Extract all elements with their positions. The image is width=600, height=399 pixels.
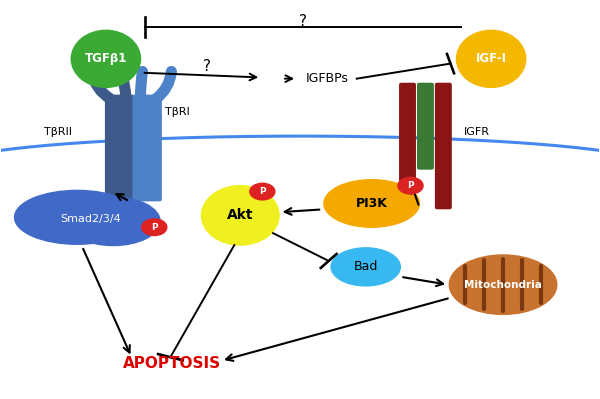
- Text: P: P: [259, 187, 266, 196]
- Circle shape: [250, 183, 275, 200]
- FancyBboxPatch shape: [119, 95, 134, 201]
- Ellipse shape: [457, 30, 526, 87]
- FancyBboxPatch shape: [418, 83, 433, 169]
- Text: IGF-I: IGF-I: [476, 52, 506, 65]
- Ellipse shape: [202, 186, 279, 245]
- Text: ?: ?: [203, 59, 211, 74]
- Ellipse shape: [14, 190, 140, 244]
- Text: TGFβ1: TGFβ1: [85, 52, 127, 65]
- Text: IGFR: IGFR: [464, 127, 490, 137]
- Text: Bad: Bad: [353, 261, 378, 273]
- FancyBboxPatch shape: [133, 95, 148, 201]
- Ellipse shape: [66, 197, 160, 245]
- Text: P: P: [151, 223, 158, 232]
- Text: APOPTOSIS: APOPTOSIS: [122, 356, 221, 371]
- Ellipse shape: [324, 180, 419, 227]
- FancyBboxPatch shape: [146, 95, 161, 201]
- Ellipse shape: [449, 255, 557, 314]
- Ellipse shape: [71, 30, 140, 87]
- Text: IGFBPs: IGFBPs: [305, 72, 349, 85]
- Ellipse shape: [331, 248, 400, 286]
- Text: Akt: Akt: [227, 208, 254, 222]
- Text: ?: ?: [299, 14, 307, 29]
- Circle shape: [398, 177, 423, 194]
- Text: TβRII: TβRII: [44, 127, 72, 137]
- FancyBboxPatch shape: [400, 83, 415, 209]
- Text: Mitochondria: Mitochondria: [464, 280, 542, 290]
- FancyBboxPatch shape: [436, 83, 451, 209]
- Text: Smad2/3/4: Smad2/3/4: [61, 214, 121, 224]
- FancyBboxPatch shape: [106, 95, 121, 201]
- Text: TβRI: TβRI: [165, 107, 190, 117]
- Text: P: P: [407, 181, 414, 190]
- Text: PI3K: PI3K: [356, 197, 388, 210]
- Circle shape: [142, 219, 167, 235]
